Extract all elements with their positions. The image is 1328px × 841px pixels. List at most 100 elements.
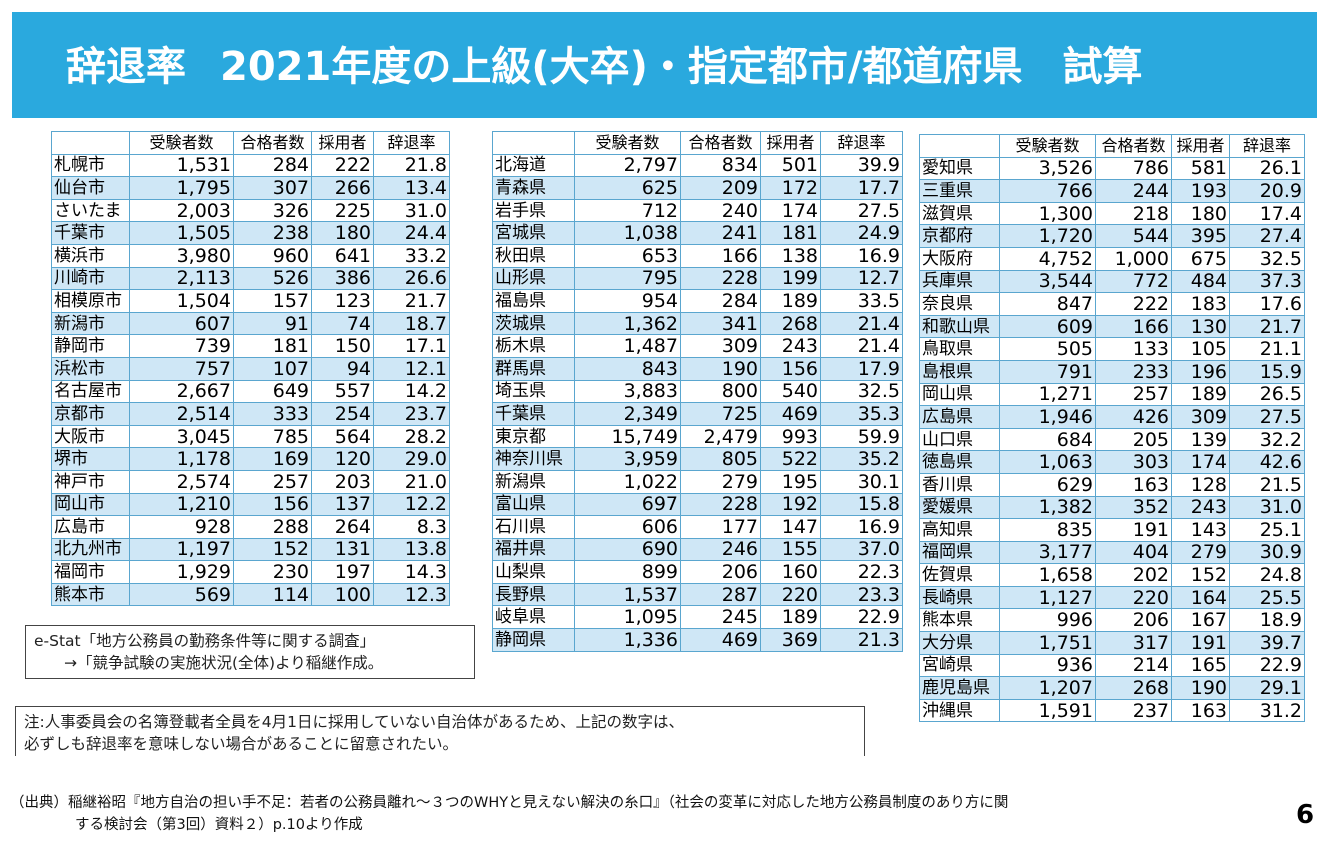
citation-footer: （出典）稲継裕昭『地方自治の担い手不足：若者の公務員離れ～３つのWHYと見えない… <box>10 792 1260 836</box>
cell-pass: 1,000 <box>1095 246 1172 271</box>
table-row: さいたま 2,003 326 225 31.0 <box>51 198 450 223</box>
table-row: 静岡市 739 181 150 17.1 <box>51 334 450 358</box>
cell-hire: 279 <box>1171 540 1230 565</box>
cell-exam: 1,336 <box>574 628 681 652</box>
cell-rate: 21.8 <box>373 153 450 178</box>
cell-hire: 197 <box>311 560 374 584</box>
cell-name: 青森県 <box>492 176 575 200</box>
table-row: 長野県 1,537 287 220 23.3 <box>492 582 903 607</box>
cell-pass: 206 <box>680 560 761 584</box>
cell-hire: 641 <box>311 243 374 268</box>
cell-exam: 1,063 <box>999 450 1096 474</box>
cell-pass: 333 <box>233 402 312 426</box>
cell-exam: 766 <box>999 179 1096 203</box>
cell-pass: 800 <box>680 379 761 404</box>
cell-rate: 24.8 <box>1229 563 1305 587</box>
cell-name: 神戸市 <box>51 469 130 494</box>
table-row: 札幌市 1,531 284 222 21.8 <box>51 153 450 178</box>
col-rate: 辞退率 <box>373 131 450 155</box>
cell-hire: 386 <box>311 266 374 291</box>
cell-hire: 189 <box>760 605 821 630</box>
note-line-2: 必ずしも辞退率を意味しない場合があることに留意されたい。 <box>24 735 459 753</box>
cell-rate: 21.7 <box>373 289 450 313</box>
table-row: 群馬県 843 190 156 17.9 <box>492 356 903 381</box>
cell-pass: 133 <box>1095 337 1172 361</box>
cell-rate: 21.5 <box>1229 472 1305 497</box>
cell-pass: 786 <box>1095 156 1172 181</box>
cell-exam: 609 <box>999 314 1096 339</box>
source-line-1: e-Stat「地方公務員の勤務条件等に関する調査」 <box>34 632 376 650</box>
cell-hire: 138 <box>760 243 821 268</box>
cell-name: 山形県 <box>492 266 575 291</box>
cell-pass: 2,479 <box>680 424 761 449</box>
cell-pass: 288 <box>233 515 312 539</box>
cell-hire: 675 <box>1171 246 1230 271</box>
cell-exam: 684 <box>999 427 1096 452</box>
cell-exam: 835 <box>999 518 1096 542</box>
cell-rate: 26.1 <box>1229 156 1305 181</box>
cell-rate: 30.1 <box>820 469 903 494</box>
cell-exam: 1,751 <box>999 631 1096 655</box>
cell-hire: 164 <box>1171 585 1230 610</box>
cell-exam: 795 <box>574 266 681 291</box>
cell-exam: 690 <box>574 537 681 562</box>
cell-rate: 32.5 <box>1229 246 1305 271</box>
cell-rate: 13.4 <box>373 176 450 200</box>
cell-name: 兵庫県 <box>919 269 1000 294</box>
table-row: 浜松市 757 107 94 12.1 <box>51 356 450 381</box>
table-row: 神戸市 2,574 257 203 21.0 <box>51 469 450 494</box>
cell-rate: 29.0 <box>373 447 450 471</box>
cell-hire: 220 <box>760 582 821 607</box>
cell-hire: 167 <box>1171 608 1230 633</box>
cell-exam: 712 <box>574 198 681 223</box>
prefecture-table-2: 受験者数 合格者数 採用者 辞退率 愛知県 3,526 786 581 26.1 三重県 766 2… <box>919 134 1305 723</box>
cell-hire: 581 <box>1171 156 1230 181</box>
table-row: 宮城県 1,038 241 181 24.9 <box>492 221 903 245</box>
cell-name: 長野県 <box>492 582 575 607</box>
table-row: 堺市 1,178 169 120 29.0 <box>51 447 450 471</box>
cell-name: 仙台市 <box>51 176 130 200</box>
cell-pass: 222 <box>1095 292 1172 316</box>
cell-exam: 3,883 <box>574 379 681 404</box>
cell-rate: 22.3 <box>820 560 903 584</box>
cell-name: 岩手県 <box>492 198 575 223</box>
cell-pass: 237 <box>1095 698 1172 723</box>
cell-rate: 21.3 <box>820 628 903 652</box>
cell-exam: 936 <box>999 653 1096 678</box>
cell-exam: 1,504 <box>129 289 234 313</box>
cell-hire: 557 <box>311 379 374 404</box>
table-row: 京都市 2,514 333 254 23.7 <box>51 402 450 426</box>
cell-name: 岐阜県 <box>492 605 575 630</box>
cell-rate: 8.3 <box>373 515 450 539</box>
cell-exam: 1,382 <box>999 495 1096 520</box>
cell-pass: 284 <box>233 153 312 178</box>
cell-rate: 13.8 <box>373 537 450 562</box>
cell-hire: 152 <box>1171 563 1230 587</box>
cell-pass: 544 <box>1095 224 1172 248</box>
cell-rate: 27.4 <box>1229 224 1305 248</box>
cell-pass: 228 <box>680 492 761 517</box>
cell-hire: 123 <box>311 289 374 313</box>
table-row: 埼玉県 3,883 800 540 32.5 <box>492 379 903 404</box>
cell-pass: 220 <box>1095 585 1172 610</box>
cell-pass: 166 <box>680 243 761 268</box>
cell-name: 名古屋市 <box>51 379 130 404</box>
cell-rate: 26.6 <box>373 266 450 291</box>
cell-hire: 192 <box>760 492 821 517</box>
cell-exam: 607 <box>129 311 234 336</box>
cell-hire: 189 <box>760 289 821 313</box>
cell-exam: 757 <box>129 356 234 381</box>
cell-name: 浜松市 <box>51 356 130 381</box>
col-exam: 受験者数 <box>129 131 234 155</box>
cell-rate: 12.7 <box>820 266 903 291</box>
cell-name: 千葉市 <box>51 221 130 245</box>
cell-name: 岡山県 <box>919 382 1000 407</box>
cell-rate: 24.4 <box>373 221 450 245</box>
cell-hire: 191 <box>1171 631 1230 655</box>
table-row: 青森県 625 209 172 17.7 <box>492 176 903 200</box>
cell-pass: 317 <box>1095 631 1172 655</box>
cell-rate: 42.6 <box>1229 450 1305 474</box>
cell-name: 岡山市 <box>51 492 130 517</box>
cell-rate: 25.1 <box>1229 518 1305 542</box>
cell-exam: 847 <box>999 292 1096 316</box>
